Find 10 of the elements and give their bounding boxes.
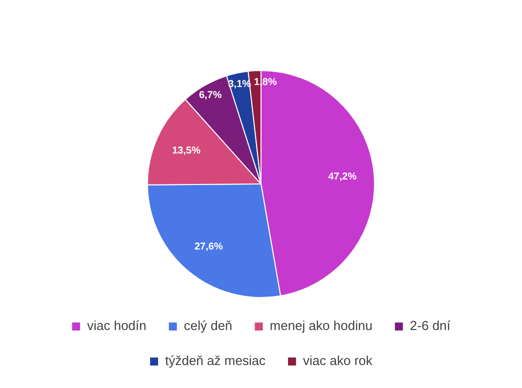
legend-label: viac ako rok bbox=[303, 353, 373, 368]
data-label: 6,7% bbox=[198, 90, 222, 102]
data-label: 13,5% bbox=[172, 146, 201, 157]
legend-label: 2-6 dní bbox=[410, 318, 451, 334]
data-label: 27,6% bbox=[194, 242, 223, 253]
legend-label: týždeň až mesiac bbox=[165, 353, 266, 368]
legend-label: viac hodín bbox=[87, 318, 146, 334]
legend-label: menej ako hodinu bbox=[270, 318, 372, 334]
data-label: 47,2% bbox=[328, 172, 357, 183]
legend-label: celý deň bbox=[184, 318, 232, 334]
